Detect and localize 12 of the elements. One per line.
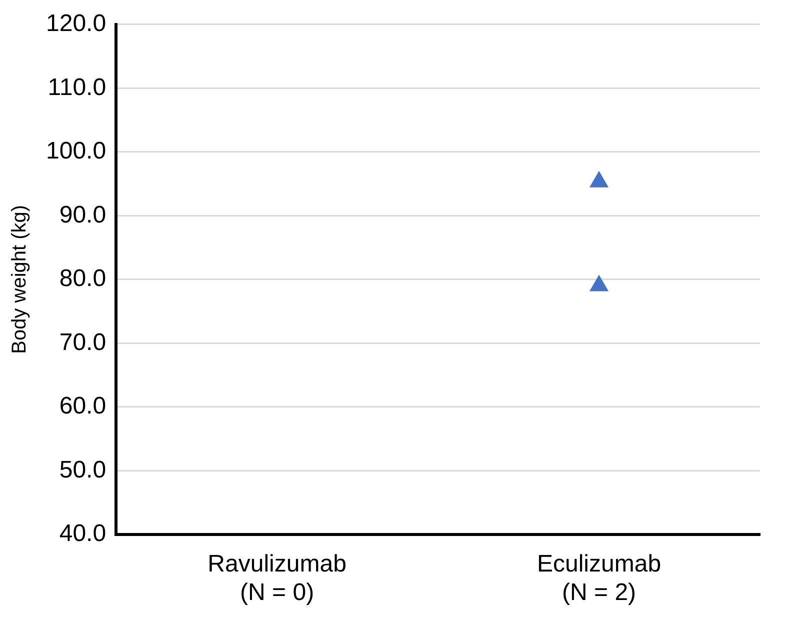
y-tick-label: 40.0 — [59, 520, 106, 548]
y-tick-label: 60.0 — [59, 392, 106, 420]
y-tick-label: 80.0 — [59, 265, 106, 292]
y-tick-label: 110.0 — [48, 74, 106, 101]
y-tick-label: 70.0 — [59, 328, 106, 356]
y-tick-label: 90.0 — [59, 201, 106, 228]
y-tick-label: 100.0 — [46, 138, 106, 165]
y-axis-title: Body weight (kg) — [8, 204, 31, 354]
x-tick-label: Eculizumab (N = 2) — [536, 550, 662, 606]
x-tick-label: Ravulizumab (N = 0) — [208, 550, 346, 606]
y-tick-label: 120.0 — [46, 10, 106, 38]
y-tick-label: 50.0 — [59, 456, 106, 484]
